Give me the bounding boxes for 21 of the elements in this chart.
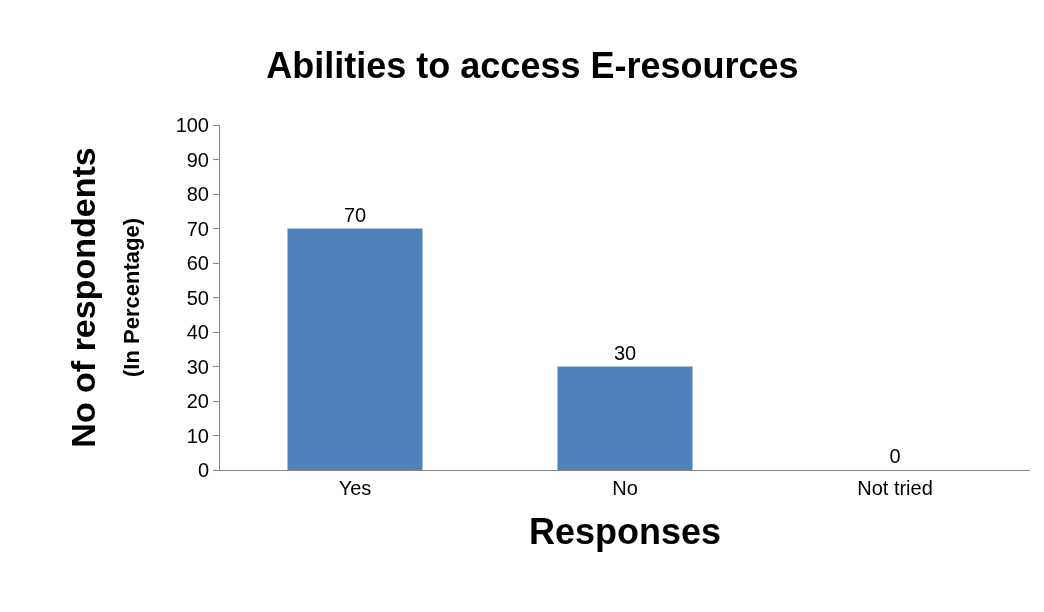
y-tick-label: 100 [175,114,209,136]
y-tick-label: 70 [186,217,209,240]
y-tick-label: 20 [186,390,209,412]
data-label: 30 [613,341,637,364]
chart-title: Abilities to access E-resources [266,44,799,86]
x-axis-title: Responses [528,510,722,552]
y-tick-label: 30 [186,355,209,378]
x-tick-label: Not tried [857,477,933,499]
y-tick-label: 60 [186,252,209,274]
y-tick-label: 50 [186,286,209,309]
x-tick-label: No [612,477,638,499]
text: No of respondents [64,147,103,448]
data-label: 0 [889,445,901,467]
text: (In Percentage) [119,218,145,377]
data-label: 70 [343,203,367,226]
y-tick-label: 10 [186,424,209,447]
y-tick-label: 80 [186,183,209,205]
y-tick-label: 40 [186,321,209,343]
y-tick-label: 0 [197,459,209,481]
y-tick-label: 90 [186,148,209,171]
x-tick-label: Yes [338,477,372,499]
